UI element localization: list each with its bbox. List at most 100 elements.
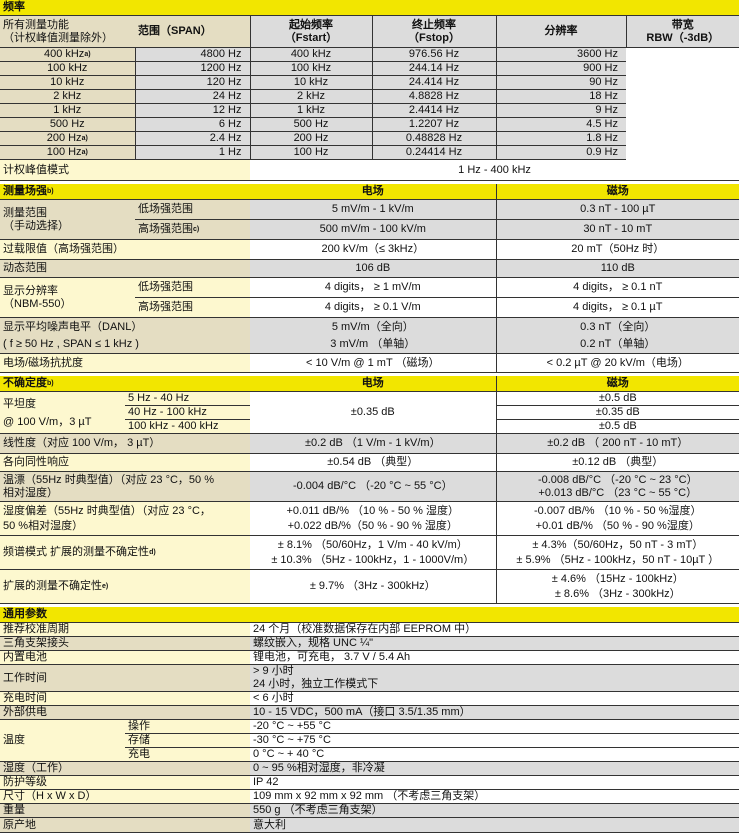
- value: ±0.35 dB: [250, 391, 497, 434]
- general-row: 三角支架接头 螺纹嵌入，规格 UNC ¼": [0, 636, 739, 651]
- value: ± 4.3%（50/60Hz，50 nT - 3 mT） ± 5.9% （5Hz …: [495, 535, 739, 570]
- param-value: < 6 小时: [250, 691, 739, 706]
- header-rbw: 带宽 RBW（-3dB）: [625, 15, 739, 48]
- value: 110 dB: [495, 259, 739, 278]
- value: ±0.5 dB: [495, 419, 739, 434]
- value: ±0.2 dB （ 200 nT - 10 mT）: [495, 433, 739, 454]
- temperature-sub-label: 存储: [125, 733, 250, 748]
- fstop-value: 2 kHz: [249, 89, 372, 104]
- dynamic-label: 动态范围: [0, 259, 251, 278]
- rbw-value: 18 Hz: [495, 89, 626, 104]
- value: +0.011 dB/% （10 % - 50 % 湿度） +0.022 dB/%（…: [250, 501, 497, 536]
- fstop-value: 100 Hz: [249, 145, 372, 160]
- value: 500 mV/m - 100 kV/m: [250, 219, 497, 240]
- frequency-row: 1 kHz 12 Hz 1 kHz 2.4414 Hz 9 Hz: [0, 103, 739, 118]
- value: 4 digits， ≥ 1 mV/m: [250, 277, 497, 298]
- temperature-label: 温度: [0, 719, 125, 762]
- general-row: 原产地 意大利: [0, 817, 739, 833]
- param-label: 外部供电: [0, 705, 250, 720]
- value: -20 °C ~ +55 °C: [250, 719, 739, 734]
- display-res-label: 显示分辨率 （NBM-550）: [0, 277, 135, 318]
- rbw-value: 3600 Hz: [495, 47, 626, 62]
- general-row: 湿度（工作） 0 ~ 95 %相对湿度，非冷凝: [0, 761, 739, 776]
- general-row: 内置电池 锂电池，可充电， 3.7 V / 5.4 Ah: [0, 650, 739, 665]
- value: 5 mV/m（全向） 3 mV/m （单轴）: [250, 317, 497, 354]
- uncertainty-table: 不确定度b) 电场 磁场 平坦度 @ 100 V/m，3 µT 5 Hz - 40 Hz…: [0, 376, 739, 604]
- range-low-label: 低场强范围: [135, 199, 251, 220]
- fstart-value: 6 Hz: [134, 117, 250, 132]
- flatness-range: 100 kHz - 400 kHz: [125, 419, 251, 434]
- value: ±0.2 dB （1 V/m - 1 kV/m）: [250, 433, 497, 454]
- display-res-high-label: 高场强范围: [135, 297, 251, 318]
- rbw-value: 90 Hz: [495, 75, 626, 90]
- general-row: 防护等级 IP 42: [0, 775, 739, 790]
- value: -0.007 dB/% （10 % - 50 %湿度） +0.01 dB/% （5…: [495, 501, 739, 536]
- value: -30 °C ~ +75 °C: [250, 733, 739, 748]
- frequency-row: 10 kHz 120 Hz 10 kHz 24.414 Hz 90 Hz: [0, 75, 739, 90]
- col-magnetic: 磁场: [495, 376, 739, 392]
- fstop-value: 100 kHz: [249, 61, 372, 76]
- resolution-value: 0.24414 Hz: [371, 145, 496, 160]
- span-value: 100 kHz: [0, 61, 135, 76]
- value: 5 mV/m - 1 kV/m: [250, 199, 497, 220]
- param-value: IP 42: [250, 775, 739, 790]
- temp-drift-label: 温漂（55Hz 时典型值）（对应 23 °C，50 % 相对湿度）: [0, 471, 251, 502]
- span-value: 400 kHza): [0, 47, 135, 62]
- general-table: 通用参数 推荐校准周期 24 个月（校准数据保存在内部 EEPROM 中） 三角支…: [0, 607, 739, 833]
- value: 106 dB: [250, 259, 497, 278]
- frequency-row: 100 kHz 1200 Hz 100 kHz 244.14 Hz 900 Hz: [0, 61, 739, 76]
- general-row: 推荐校准周期 24 个月（校准数据保存在内部 EEPROM 中）: [0, 622, 739, 637]
- span-value: 10 kHz: [0, 75, 135, 90]
- header-fstop: 终止频率 （Fstop）: [371, 15, 496, 48]
- range-high-label: 高场强范围c): [135, 219, 251, 240]
- param-value: 550 g （不考虑三角支架）: [250, 803, 739, 818]
- frequency-row: 100 Hza) 1 Hz 100 Hz 0.24414 Hz 0.9 Hz: [0, 145, 739, 160]
- flatness-range: 40 Hz - 100 kHz: [125, 405, 251, 420]
- col-electric: 电场: [250, 376, 497, 392]
- value: 0.3 nT - 100 µT: [495, 199, 739, 220]
- danl-label: 显示平均噪声电平（DANL）( f ≥ 50 Hz , SPAN ≤ 1 kHz…: [0, 317, 251, 354]
- value: ±0.35 dB: [495, 405, 739, 420]
- value: 20 mT（50Hz 时）: [495, 239, 739, 260]
- fstart-value: 1 Hz: [134, 145, 250, 160]
- param-value: 0 ~ 95 %相对湿度，非冷凝: [250, 761, 739, 776]
- section-title: 通用参数: [0, 607, 739, 623]
- param-value: 锂电池，可充电， 3.7 V / 5.4 Ah: [250, 650, 739, 665]
- param-value: 24 个月（校准数据保存在内部 EEPROM 中）: [250, 622, 739, 637]
- param-label: 湿度（工作）: [0, 761, 250, 776]
- general-row: 尺寸（H x W x D） 109 mm x 92 mm x 92 mm （不考…: [0, 789, 739, 804]
- resolution-value: 244.14 Hz: [371, 61, 496, 76]
- value: ± 9.7% （3Hz - 300kHz）: [250, 569, 497, 604]
- weighted-peak-label: 计权峰值模式: [0, 159, 250, 181]
- frequency-row: 500 Hz 6 Hz 500 Hz 1.2207 Hz 4.5 Hz: [0, 117, 739, 132]
- section-title: 频率: [0, 0, 739, 16]
- value: 200 kV/m（≤ 3kHz）: [250, 239, 497, 260]
- frequency-row: 200 Hza) 2.4 Hz 200 Hz 0.48828 Hz 1.8 Hz: [0, 131, 739, 146]
- resolution-value: 0.48828 Hz: [371, 131, 496, 146]
- frequency-row: 400 kHza) 4800 Hz 400 kHz 976.56 Hz 3600…: [0, 47, 739, 62]
- col-electric: 电场: [250, 184, 497, 200]
- resolution-value: 24.414 Hz: [371, 75, 496, 90]
- overload-label: 过载限值（高场强范围）: [0, 239, 251, 260]
- weighted-peak-value: 1 Hz - 400 kHz: [250, 159, 739, 181]
- fstart-value: 12 Hz: [134, 103, 250, 118]
- range-label: 测量范围 （手动选择）: [0, 199, 135, 240]
- span-value: 200 Hza): [0, 131, 135, 146]
- temperature-sub-label: 充电: [125, 747, 250, 762]
- param-label: 工作时间: [0, 664, 250, 692]
- param-value: 螺纹嵌入，规格 UNC ¼": [250, 636, 739, 651]
- frequency-table: 频率 所有测量功能 （计权峰值测量除外） 范围（SPAN） 起始频率 （Fstart…: [0, 0, 739, 181]
- value: ±0.5 dB: [495, 391, 739, 406]
- rbw-value: 9 Hz: [495, 103, 626, 118]
- rbw-value: 0.9 Hz: [495, 145, 626, 160]
- linearity-label: 线性度（对应 100 V/m， 3 µT）: [0, 433, 251, 454]
- param-label: 尺寸（H x W x D）: [0, 789, 250, 804]
- rbw-value: 4.5 Hz: [495, 117, 626, 132]
- fstop-value: 400 kHz: [249, 47, 372, 62]
- span-value: 500 Hz: [0, 117, 135, 132]
- header-resolution: 分辨率: [495, 15, 626, 48]
- value: < 10 V/m @ 1 mT （磁场）: [250, 353, 497, 373]
- resolution-value: 976.56 Hz: [371, 47, 496, 62]
- fstop-value: 500 Hz: [249, 117, 372, 132]
- flatness-label: 平坦度 @ 100 V/m，3 µT: [0, 391, 125, 434]
